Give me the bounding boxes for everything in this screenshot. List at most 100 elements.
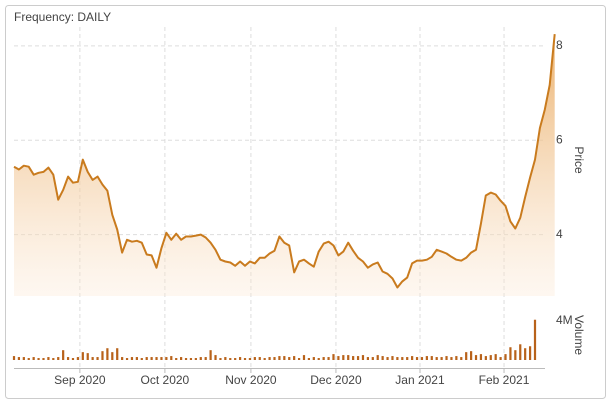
volume-bar <box>415 357 419 360</box>
volume-bar <box>180 357 183 360</box>
volume-bar <box>194 358 197 360</box>
volume-bar <box>248 358 252 360</box>
volume-bar <box>430 356 433 360</box>
volume-bar <box>116 348 119 360</box>
volume-bar <box>528 346 532 360</box>
volume-bar <box>62 350 65 360</box>
volume-bar <box>317 358 320 360</box>
volume-bar <box>199 357 202 360</box>
volume-bar <box>140 358 143 360</box>
volume-bar <box>57 357 60 360</box>
volume-bar <box>489 355 492 360</box>
volume-bar <box>293 356 296 360</box>
volume-bar <box>420 357 424 360</box>
volume-bar <box>479 354 483 360</box>
volume-bar <box>155 357 158 360</box>
volume-bar <box>145 357 148 360</box>
volume-bar <box>401 357 404 360</box>
volume-bar <box>91 357 94 360</box>
volume-bar <box>514 350 517 360</box>
volume-bar <box>165 357 168 360</box>
volume-bar <box>455 356 458 360</box>
x-tick-label: Feb 2021 <box>479 373 530 387</box>
volume-bar <box>371 357 374 360</box>
y-tick-label: 4 <box>556 227 563 241</box>
volume-bar <box>27 358 30 360</box>
volume-bar <box>484 356 487 360</box>
y-tick-label: 6 <box>556 132 563 146</box>
volume-bar <box>52 358 55 360</box>
volume-bar <box>170 356 173 360</box>
volume-bar <box>288 357 291 360</box>
volume-bar <box>465 352 468 360</box>
volume-bar <box>258 357 261 360</box>
y-axis-title: Price <box>572 146 586 174</box>
y-axis-title: Volume <box>572 315 586 355</box>
volume-bar <box>396 357 399 360</box>
x-tick-label: Nov 2020 <box>225 373 277 387</box>
volume-bar <box>361 355 365 360</box>
volume-bar <box>342 355 345 360</box>
volume-bar <box>524 348 527 360</box>
volume-bar <box>504 354 507 360</box>
volume-bar <box>219 358 222 360</box>
volume-bar <box>356 356 360 360</box>
volume-bar <box>214 355 217 360</box>
volume-bar <box>135 357 138 360</box>
volume-bar <box>278 356 281 360</box>
volume-bar <box>366 357 369 360</box>
volume-bar <box>184 358 188 360</box>
chart-title: Frequency: DAILY <box>14 10 111 24</box>
volume-bar <box>263 358 266 360</box>
volume-bar <box>327 357 330 360</box>
y-tick-label: 8 <box>556 38 563 52</box>
volume-bar <box>204 357 207 360</box>
volume-bar <box>238 357 242 360</box>
volume-bar <box>37 358 40 360</box>
volume-bar <box>425 356 428 360</box>
volume-bar <box>224 357 227 360</box>
volume-bar <box>494 354 497 360</box>
volume-bar <box>86 353 89 360</box>
volume-bar <box>533 319 537 360</box>
volume-bar <box>519 344 522 360</box>
area <box>14 34 555 296</box>
volume-bar <box>253 357 256 360</box>
volume-bar <box>273 357 276 360</box>
volume-bar <box>469 351 473 360</box>
volume-bar <box>302 355 306 360</box>
frame <box>5 5 606 399</box>
volume-bar <box>17 357 21 360</box>
volume-bar <box>381 356 384 360</box>
volume-bar <box>406 357 409 360</box>
volume-bar <box>332 354 335 360</box>
volume-bar <box>376 355 379 360</box>
volume-bar <box>96 357 99 360</box>
volume-bar <box>460 357 463 360</box>
volume-bar <box>160 357 163 360</box>
volume-bar <box>474 355 478 360</box>
volume-bar <box>66 357 70 360</box>
volume-bar <box>391 356 394 360</box>
volume-bar <box>440 357 443 360</box>
volume-bar <box>101 351 104 360</box>
x-tick-label: Jan 2021 <box>395 373 445 387</box>
volume-bar <box>243 358 247 360</box>
volume-bar <box>337 356 340 360</box>
volume-bar <box>445 356 448 360</box>
volume-bar <box>12 356 16 360</box>
volume-bar <box>268 357 271 360</box>
volume-bar <box>283 356 286 360</box>
volume-bar <box>509 347 512 360</box>
volume-bar <box>175 358 178 360</box>
volume-bar <box>22 357 25 360</box>
volume-bar <box>76 357 80 360</box>
x-tick-label: Dec 2020 <box>310 373 362 387</box>
volume-bar <box>71 358 75 360</box>
volume-bar <box>347 355 350 360</box>
volume-bar <box>209 350 212 360</box>
x-tick-label: Oct 2020 <box>141 373 190 387</box>
volume-bar <box>150 357 153 360</box>
volume-bar <box>322 357 325 360</box>
